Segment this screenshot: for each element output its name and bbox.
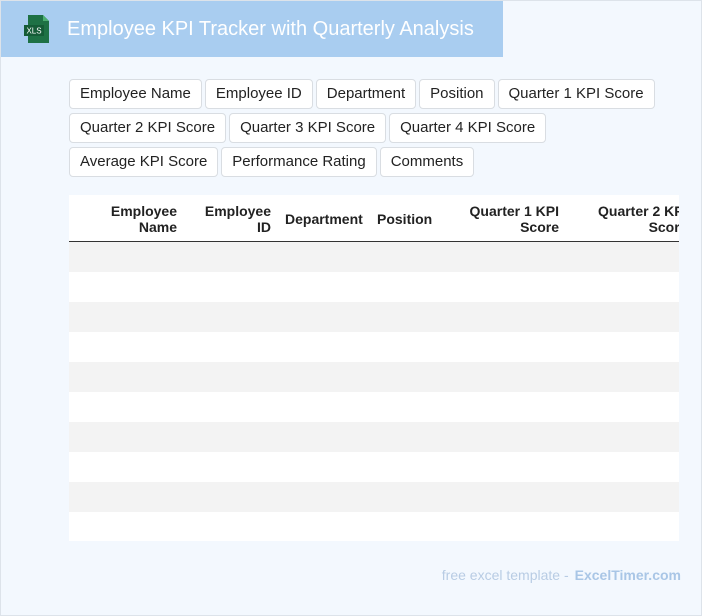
column-chip: Employee Name	[69, 79, 202, 109]
column-chips: Employee Name Employee ID Department Positi…	[69, 79, 689, 177]
table-row	[69, 332, 679, 362]
table-header-cell: Position	[377, 211, 432, 227]
table-body	[69, 242, 679, 541]
title: Employee KPI Tracker with Quarterly Anal…	[67, 17, 474, 40]
table-row	[69, 422, 679, 452]
column-chip: Department	[315, 79, 417, 109]
column-chip: Quarter 4 KPI Score	[389, 113, 547, 143]
table-row	[69, 452, 679, 482]
footer-brand: ExcelTimer.com	[574, 567, 681, 583]
header-line: Score	[648, 219, 679, 235]
footer-text: free excel template -	[441, 567, 569, 583]
column-chip: Employee ID	[204, 79, 313, 109]
header-line: Employee	[110, 203, 177, 219]
header-line: Score	[520, 219, 559, 235]
table-row	[69, 392, 679, 422]
table-header-cell: Department	[285, 211, 363, 227]
table-header-cell: Quarter 1 KPI Score	[470, 203, 559, 235]
header-line: ID	[257, 219, 271, 235]
header-line: Name	[138, 219, 177, 235]
table-row	[69, 302, 679, 332]
column-chip: Quarter 1 KPI Score	[497, 79, 655, 109]
column-chip: Quarter 3 KPI Score	[229, 113, 387, 143]
header-line: Employee	[204, 203, 271, 219]
table-row	[69, 242, 679, 272]
header: XLS Employee KPI Tracker with Quarterly …	[1, 1, 503, 57]
footer: free excel template - ExcelTimer.com	[442, 567, 681, 583]
table: Employee Name Employee ID Department Position…	[69, 195, 679, 541]
column-chip: Comments	[379, 147, 475, 177]
table-header: Employee Name Employee ID Department Position…	[69, 195, 679, 242]
table-row	[69, 482, 679, 512]
column-chip: Average KPI Score	[69, 147, 219, 177]
table-row	[69, 362, 679, 392]
header-line: Position	[377, 211, 433, 227]
column-chip: Quarter 2 KPI Score	[69, 113, 227, 143]
table-row	[69, 272, 679, 302]
column-chip: Performance Rating	[221, 147, 377, 177]
table-row	[69, 512, 679, 541]
header-line: Quarter 1 KPI	[469, 203, 559, 219]
column-chip: Position	[419, 79, 495, 109]
header-line: Department	[285, 211, 363, 227]
svg-text:XLS: XLS	[26, 27, 41, 36]
header-line: Quarter 2 KPI	[598, 203, 679, 219]
table-header-cell: Employee Name	[111, 203, 177, 235]
table-header-cell: Employee ID	[205, 203, 271, 235]
xls-icon: XLS	[24, 15, 49, 43]
